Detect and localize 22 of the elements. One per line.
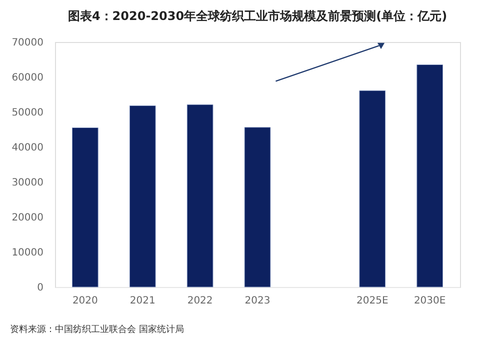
y-tick-label: 50000 — [12, 108, 44, 118]
y-tick-label: 30000 — [12, 178, 44, 188]
y-tick-label: 10000 — [12, 248, 44, 258]
y-tick-label: 40000 — [12, 142, 44, 154]
text: 资料来源：中国纺织工业联合会 国家统计局 — [10, 324, 184, 335]
x-tick-label: 2022 — [187, 296, 213, 306]
bar — [72, 128, 98, 288]
x-tick-label: 2021 — [130, 296, 156, 306]
chart-title: 图表4：2020-2030年全球纺织工业市场规模及前景预测(单位：亿元) — [68, 9, 448, 23]
x-tick-label: 2023 — [244, 296, 270, 306]
bar — [359, 90, 386, 288]
bar — [186, 104, 214, 288]
x-tick-label: 2020 — [72, 296, 98, 306]
bar — [416, 64, 444, 288]
y-tick-label: 70000 — [12, 38, 44, 48]
bar — [244, 127, 271, 288]
y-tick-label: 0 — [37, 282, 44, 294]
x-tick-label: 2030E — [414, 296, 446, 306]
y-tick-label: 20000 — [12, 212, 44, 224]
bar — [129, 105, 156, 288]
y-tick-label: 60000 — [12, 72, 44, 84]
x-tick-label: 2025E — [356, 296, 388, 306]
